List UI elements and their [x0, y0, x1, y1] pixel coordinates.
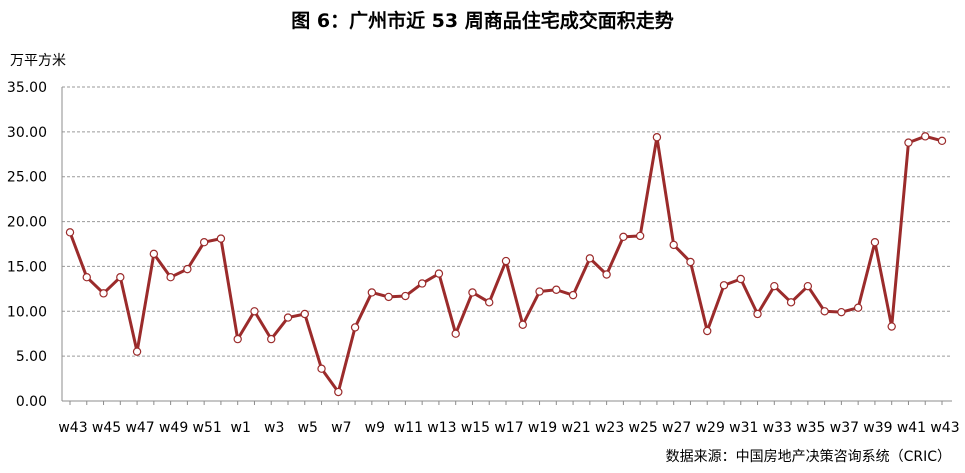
y-tick-label: 30.00 [7, 125, 47, 141]
y-tick-label: 25.00 [7, 170, 47, 186]
data-point [870, 238, 880, 247]
data-point [501, 256, 511, 266]
x-tick-label: w45 [92, 420, 121, 436]
x-tick-label: w31 [729, 420, 758, 436]
data-point [770, 281, 779, 291]
data-point [853, 303, 863, 312]
x-tick-label: w27 [662, 420, 691, 436]
data-point [887, 322, 896, 331]
data-point [686, 257, 695, 267]
data-point [719, 281, 729, 290]
data-point [669, 240, 678, 250]
data-point [267, 334, 276, 344]
data-point [602, 270, 611, 279]
data-point [619, 232, 628, 242]
x-tick-label: w41 [897, 420, 926, 436]
x-tick-label: w37 [830, 420, 859, 436]
data-point [837, 307, 846, 317]
data-point [753, 309, 762, 319]
data-point [149, 249, 159, 259]
x-tick-label: w7 [331, 420, 351, 436]
data-point [116, 272, 125, 282]
data-point [199, 238, 209, 247]
data-point [183, 264, 192, 274]
x-tick-label: w1 [231, 420, 251, 436]
data-point [317, 364, 326, 373]
x-tick-label: w43 [930, 420, 959, 436]
data-point [652, 133, 662, 142]
chart-title: 图 6：广州市近 53 周商品住宅成交面积走势 [291, 10, 674, 32]
data-point [803, 281, 813, 291]
data-point [216, 234, 226, 243]
x-tick-label: w39 [863, 420, 892, 436]
data-point [334, 387, 343, 397]
y-tick-label: 35.00 [7, 80, 47, 96]
data-point [904, 138, 913, 147]
data-point [82, 272, 91, 282]
x-tick-label: w33 [763, 420, 792, 436]
x-tick-label: w23 [595, 420, 624, 436]
data-point [99, 289, 108, 298]
data-point [786, 298, 796, 307]
data-source-note: 数据来源：中国房地产决策咨询系统（CRIC） [665, 449, 951, 465]
data-point [635, 231, 645, 241]
data-point [937, 136, 947, 146]
data-point [535, 287, 544, 296]
data-point [65, 228, 75, 237]
y-tick-label: 15.00 [7, 259, 47, 275]
x-tick-label: w15 [461, 420, 490, 436]
data-point [367, 288, 377, 297]
x-tick-label: w13 [427, 420, 456, 436]
data-point [820, 307, 829, 316]
x-tick-label: w43 [58, 420, 87, 436]
data-point [585, 254, 595, 263]
data-point [166, 272, 175, 282]
data-point [233, 334, 242, 344]
data-point [451, 329, 460, 338]
data-point [921, 132, 930, 141]
data-point [703, 326, 712, 336]
x-tick-label: w25 [629, 420, 658, 436]
x-tick-label: w17 [494, 420, 523, 436]
data-point [568, 290, 578, 300]
y-tick-label: 20.00 [7, 215, 47, 231]
x-tick-label: w9 [365, 420, 385, 436]
x-tick-label: w5 [298, 420, 318, 436]
data-point [552, 285, 561, 294]
x-tick-label: w51 [193, 420, 222, 436]
data-point [250, 307, 259, 316]
x-tick-label: w47 [125, 420, 154, 436]
data-point [468, 288, 477, 297]
x-tick-label: w21 [561, 420, 590, 436]
data-point [384, 292, 393, 302]
data-point [485, 298, 494, 307]
x-tick-label: w3 [264, 420, 284, 436]
data-point [401, 291, 410, 301]
x-tick-label: w35 [796, 420, 825, 436]
x-tick-label: w19 [528, 420, 557, 436]
y-tick-label: 0.00 [16, 394, 47, 410]
data-point [300, 309, 309, 319]
x-tick-label: w29 [696, 420, 725, 436]
data-point [736, 274, 745, 284]
y-tick-label: 5.00 [16, 349, 47, 365]
y-axis-unit-label: 万平方米 [10, 53, 66, 69]
data-point [350, 323, 360, 332]
x-tick-label: w11 [394, 420, 423, 436]
data-point [417, 279, 427, 288]
data-point [518, 320, 527, 329]
data-point [283, 313, 293, 322]
x-tick-label: w49 [159, 420, 188, 436]
data-point [132, 347, 142, 356]
y-tick-label: 10.00 [7, 304, 47, 320]
data-point [434, 269, 444, 278]
